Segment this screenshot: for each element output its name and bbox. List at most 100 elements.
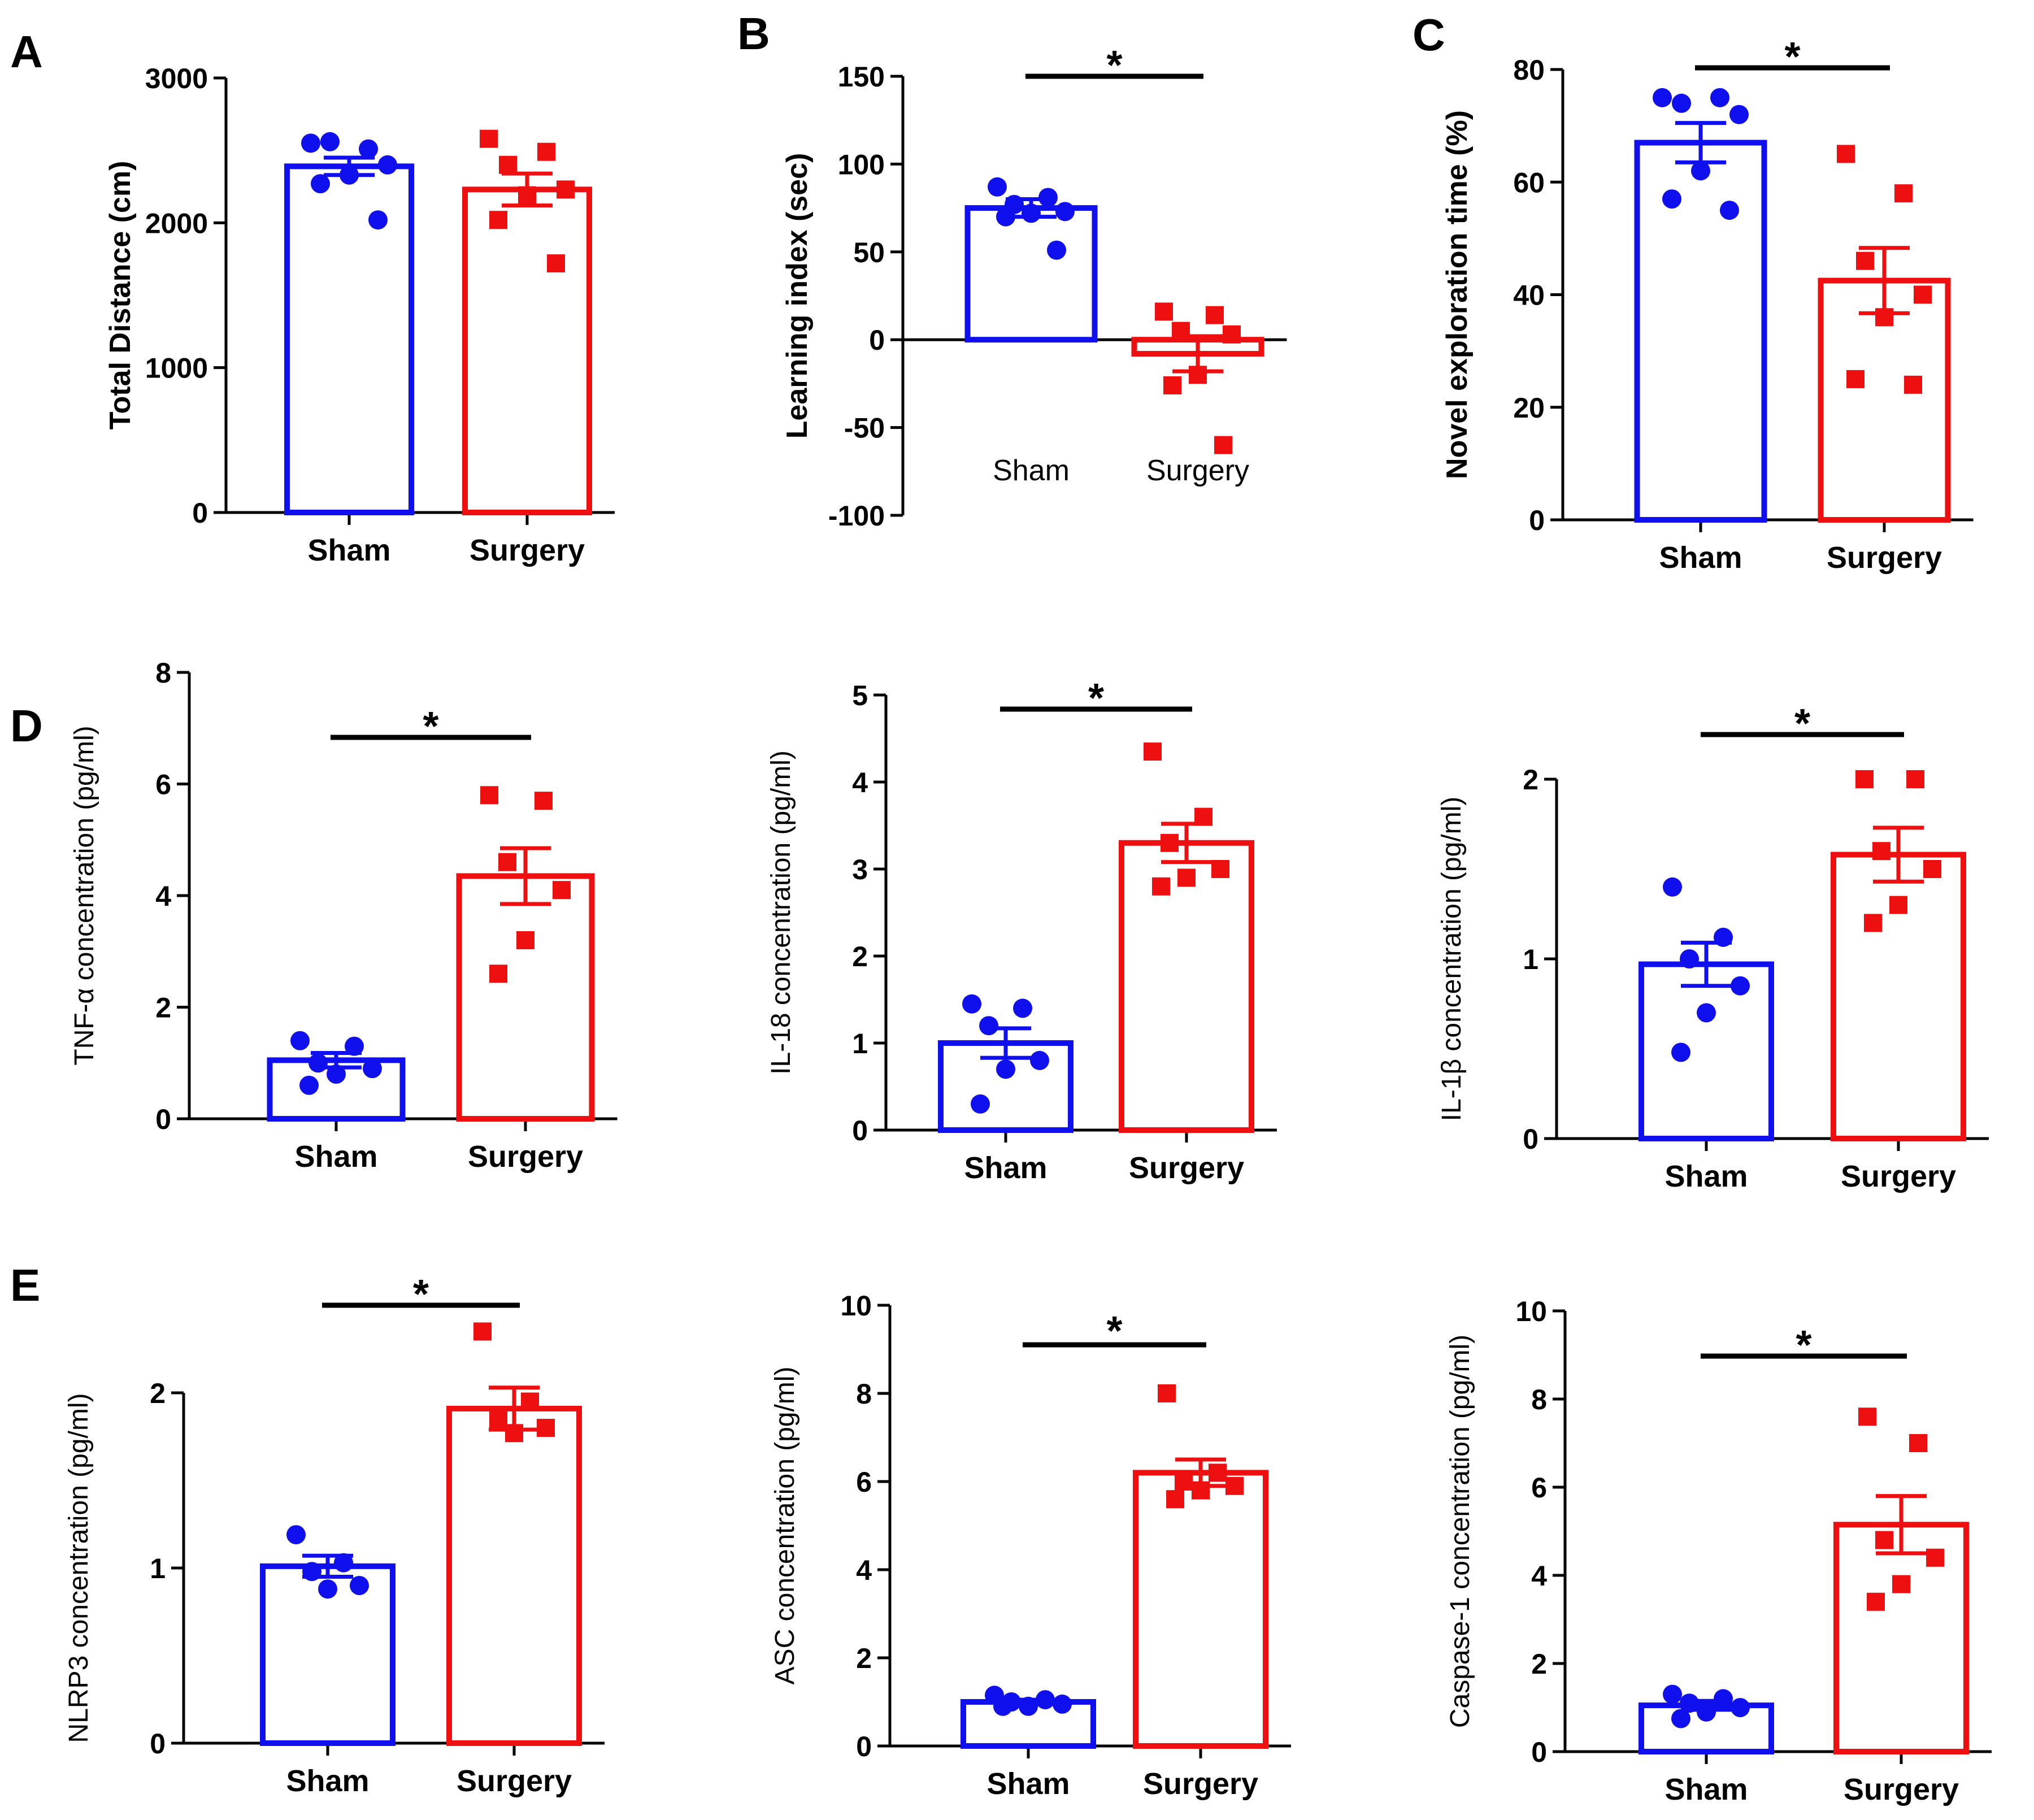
y-tick-label: 150: [838, 61, 885, 93]
data-point-sham: [363, 1059, 382, 1079]
data-point-sham: [1720, 201, 1739, 220]
data-point-surgery: [1155, 302, 1173, 321]
y-tick-label: 1: [150, 1553, 166, 1584]
significance-star: *: [1784, 34, 1800, 80]
data-point-surgery: [480, 786, 498, 805]
data-point-sham: [1710, 88, 1729, 107]
data-point-sham: [996, 1059, 1015, 1079]
data-point-surgery: [1211, 860, 1229, 878]
y-tick-label: 8: [856, 1378, 872, 1410]
significance-star: *: [1106, 1309, 1122, 1354]
chart-novel-exploration: 0 20 40 60 80 Novel exploration time (%) Sham S…: [1441, 34, 1974, 575]
data-point-surgery: [1189, 366, 1207, 384]
bar-sham: [1634, 140, 1767, 523]
y-tick-label: 80: [1513, 54, 1545, 86]
data-point-sham: [1653, 88, 1672, 107]
y-tick-label: 8: [155, 657, 171, 689]
y-tick-label: 3: [852, 854, 868, 885]
y-tick-label: 0: [852, 1115, 868, 1146]
data-point-sham: [988, 177, 1007, 197]
y-tick-label: -50: [844, 412, 885, 444]
y-tick-label: 0: [1529, 505, 1545, 536]
y-axis-label: TNF-α concentration (pg/ml): [69, 726, 99, 1065]
chart-il-1-beta: 0 1 2 IL-1β concentration (pg/ml) Sham Surger…: [1437, 701, 1989, 1193]
x-category-label: Sham: [307, 533, 390, 567]
data-point-sham: [1047, 240, 1066, 260]
data-point-surgery: [1194, 807, 1212, 826]
y-tick-label: 0: [150, 1728, 166, 1760]
y-axis-label: IL-1β concentration (pg/ml): [1437, 797, 1467, 1122]
data-point-surgery: [1875, 308, 1893, 327]
x-category-label: Surgery: [457, 1764, 572, 1798]
y-axis-label: NLRP3 concentration (pg/ml): [64, 1393, 94, 1743]
y-tick-label: 4: [852, 767, 868, 798]
bar-sham: [964, 205, 1098, 343]
data-point-sham: [1022, 203, 1041, 223]
y-tick-label: 100: [838, 149, 885, 180]
data-point-sham: [1036, 1690, 1055, 1710]
significance-star: *: [413, 1272, 429, 1317]
x-category-label: Sham: [286, 1764, 369, 1798]
y-tick-label: 2: [856, 1643, 872, 1674]
data-point-sham: [979, 1016, 998, 1036]
data-point-surgery: [1892, 1575, 1910, 1593]
data-point-sham: [996, 207, 1015, 227]
bar-sham: [284, 163, 414, 515]
data-point-sham: [971, 1094, 990, 1114]
data-point-surgery: [1175, 1472, 1193, 1491]
data-point-sham: [1663, 1684, 1682, 1704]
y-tick-label: 1000: [145, 353, 208, 384]
data-point-sham: [1030, 1050, 1049, 1070]
data-point-sham: [318, 1579, 337, 1599]
data-point-sham: [311, 174, 330, 194]
data-point-surgery: [1867, 1592, 1885, 1611]
x-category-label: Surgery: [468, 1140, 583, 1174]
y-tick-label: 1: [1523, 944, 1538, 975]
data-point-surgery: [1909, 1434, 1927, 1452]
data-point-sham: [1019, 1696, 1038, 1716]
bar-surgery: [462, 186, 592, 516]
significance-star: *: [1106, 43, 1122, 88]
data-point-surgery: [1161, 833, 1179, 852]
chart-il-18: 0 1 2 3 4 5 IL-18 concentration (pg/ml) Sham Sur…: [766, 676, 1277, 1185]
chart-learning-index: -100 -50 0 50 100 150 Learning index (sec) Sham…: [781, 43, 1287, 532]
x-category-label: Surgery: [1844, 1773, 1959, 1806]
y-tick-label: 4: [155, 880, 171, 912]
data-point-sham: [1680, 949, 1699, 968]
data-point-sham: [1697, 1702, 1716, 1722]
data-point-sham: [290, 1031, 310, 1050]
data-point-surgery: [1206, 306, 1224, 324]
data-point-surgery: [534, 792, 553, 810]
data-point-surgery: [537, 142, 555, 161]
data-point-sham: [1697, 1003, 1716, 1023]
y-tick-label: -100: [828, 500, 885, 532]
data-point-surgery: [1846, 370, 1864, 388]
data-point-sham: [1691, 161, 1710, 181]
data-point-surgery: [499, 155, 517, 174]
data-point-surgery: [1864, 914, 1882, 932]
data-point-sham: [340, 165, 359, 185]
data-point-surgery: [1894, 184, 1913, 203]
data-point-surgery: [489, 1410, 507, 1428]
y-tick-label: 0: [869, 324, 885, 356]
data-point-surgery: [1875, 1531, 1893, 1549]
data-point-surgery: [473, 1322, 492, 1341]
data-point-sham: [1714, 1689, 1733, 1709]
y-tick-label: 2: [150, 1378, 166, 1409]
y-tick-label: 20: [1513, 392, 1545, 424]
panel-letter-e: E: [10, 1260, 41, 1310]
data-point-surgery: [1223, 325, 1241, 344]
x-category-label: Sham: [1664, 1159, 1748, 1193]
significance-star: *: [1794, 701, 1810, 746]
x-category-label: Sham: [294, 1140, 377, 1174]
data-point-surgery: [1225, 1476, 1244, 1495]
data-point-sham: [1680, 1693, 1699, 1713]
data-point-surgery: [1166, 1490, 1184, 1509]
data-point-surgery: [1152, 877, 1170, 896]
y-tick-label: 0: [192, 497, 208, 529]
data-point-sham: [1671, 1709, 1690, 1728]
x-category-label: Surgery: [1827, 541, 1942, 575]
y-tick-label: 6: [155, 769, 171, 801]
y-axis-label: IL-18 concentration (pg/ml): [766, 750, 796, 1075]
